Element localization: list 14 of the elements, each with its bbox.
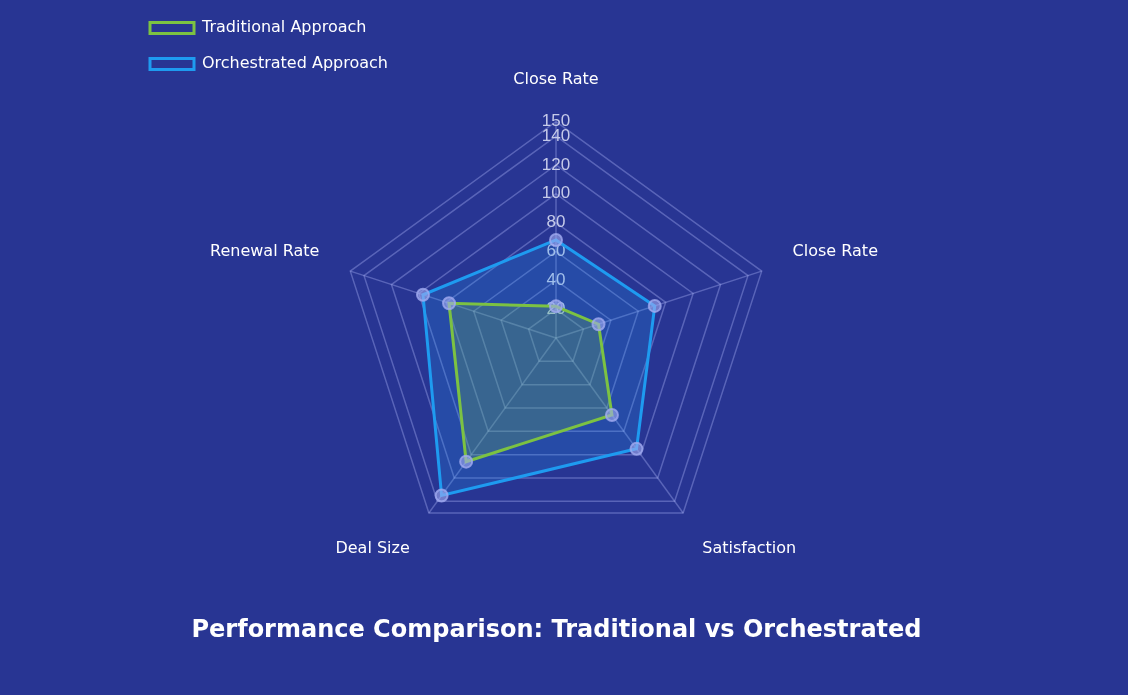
- text: Performance Comparison: Traditional vs Orchestrated: [191, 614, 922, 643]
- spoke-label: Close Rate: [792, 240, 878, 260]
- spoke-label: Renewal Rate: [210, 240, 320, 260]
- spoke-label: Satisfaction: [702, 538, 797, 558]
- y-tick-label: 140: [541, 125, 571, 145]
- spoke-label: Close Rate: [513, 68, 599, 88]
- legend-label: Traditional Approach: [201, 17, 367, 37]
- legend-label: Orchestrated Approach: [202, 53, 388, 73]
- y-tick-label: 100: [541, 183, 571, 203]
- y-tick-label: 80: [546, 212, 566, 232]
- y-tick-label: 40: [546, 270, 566, 290]
- y-tick-label: 120: [541, 154, 571, 174]
- y-tick-label: 60: [546, 241, 566, 261]
- spoke-label: Deal Size: [335, 538, 410, 558]
